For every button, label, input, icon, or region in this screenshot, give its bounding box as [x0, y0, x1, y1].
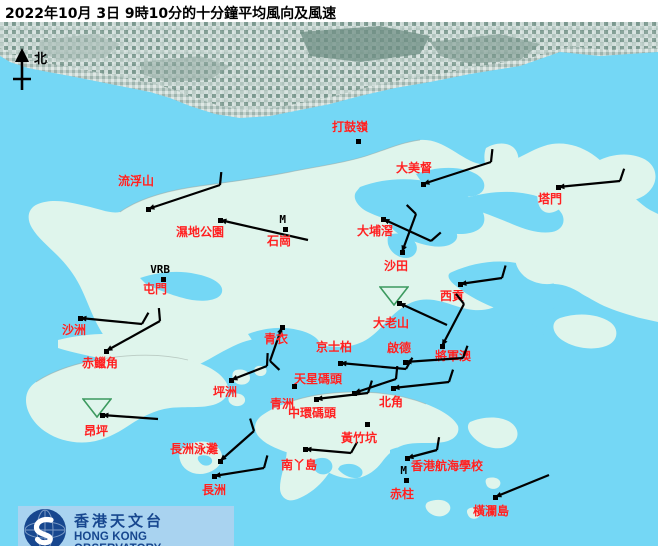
hko-logo: 香港天文台 HONG KONG OBSERVATORY — [18, 506, 234, 546]
station-label: 香港航海學校 — [411, 459, 484, 473]
station-status-flag: VRB — [150, 263, 171, 276]
station-label: 南丫島 — [281, 458, 318, 472]
station-status-flag: M — [279, 213, 287, 226]
logo-name-cn: 香港天文台 — [74, 512, 165, 530]
title-bar: 2022年10月 3日 9時10分的十分鐘平均風向及風速 — [0, 0, 658, 22]
station-dot — [400, 250, 405, 255]
station-dot — [405, 456, 410, 461]
station-dot — [100, 413, 105, 418]
station-dot — [146, 207, 151, 212]
page-title: 2022年10月 3日 9時10分的十分鐘平均風向及風速 — [5, 6, 337, 22]
station-dot — [458, 282, 463, 287]
wind-barb-icon — [404, 345, 469, 365]
station-label: 大美督 — [396, 161, 433, 175]
station-dot — [365, 422, 370, 427]
wind-barb-icon — [79, 312, 150, 326]
logo-name-en: HONG KONG OBSERVATORY — [74, 531, 161, 546]
wind-barb-icon — [459, 265, 507, 286]
station-label: 沙洲 — [62, 323, 87, 337]
gale-triangle-icon — [82, 398, 112, 418]
station-dot — [381, 217, 386, 222]
station-dot — [314, 397, 319, 402]
station-dot — [303, 447, 308, 452]
station-status-flag: M — [400, 464, 408, 477]
station-label: 屯門 — [143, 282, 168, 296]
station-label: 流浮山 — [118, 174, 155, 188]
station-dot — [356, 139, 361, 144]
station-dot — [78, 316, 83, 321]
station-label: 京士柏 — [316, 340, 353, 354]
station-label: 赤鱲角 — [82, 356, 119, 370]
north-arrow: 北 — [6, 46, 66, 94]
station-label: 長洲泳灘 — [170, 442, 219, 456]
map-basemap — [0, 22, 658, 546]
station-label: 長洲 — [202, 483, 227, 497]
station-label: 打鼓嶺 — [332, 120, 369, 134]
hko-emblem-icon — [24, 509, 66, 546]
station-dot — [421, 182, 426, 187]
station-label: 大老山 — [373, 316, 410, 330]
station-label: 石崗 — [267, 234, 292, 248]
station-label: 橫瀾島 — [473, 504, 510, 518]
station-label: 赤柱 — [390, 487, 415, 501]
station-label: 北角 — [379, 395, 404, 409]
map-canvas: 北 打鼓嶺 流浮山 濕地公園 M 石崗 大美督 塔門 大埔滘 沙田 VRB 屯門 沙洲 赤鱲角 昂坪 坪洲青… — [0, 22, 658, 546]
station-dot — [212, 474, 217, 479]
station-dot — [280, 325, 285, 330]
station-dot — [161, 277, 166, 282]
station-label: 中環碼頭 — [288, 406, 337, 420]
station-label: 青洲 — [270, 397, 295, 411]
station-dot — [229, 378, 234, 383]
station-dot — [391, 386, 396, 391]
station-label: 沙田 — [384, 259, 409, 273]
station-dot — [292, 384, 297, 389]
station-label: 坪洲 — [213, 385, 238, 399]
station-dot — [493, 495, 498, 500]
station-label: 黃竹坑 — [341, 431, 378, 445]
station-dot — [338, 361, 343, 366]
wind-barb-icon — [268, 326, 284, 371]
station-dot — [218, 218, 223, 223]
gale-triangle-icon — [379, 286, 409, 306]
wind-barb-icon — [315, 380, 373, 402]
wind-barb-icon — [400, 204, 418, 253]
station-label: 啟德 — [387, 341, 412, 355]
wind-barb-icon — [557, 168, 626, 190]
station-label: 大埔滘 — [357, 224, 394, 238]
station-label: 西貢 — [440, 289, 465, 303]
station-dot — [403, 360, 408, 365]
station-dot — [283, 227, 288, 232]
station-dot — [104, 349, 109, 354]
station-dot — [556, 185, 561, 190]
wind-barb-icon — [304, 441, 359, 455]
station-label: 塔門 — [538, 192, 563, 206]
station-dot — [404, 478, 409, 483]
wind-barb-icon — [101, 412, 159, 421]
station-dot — [440, 344, 445, 349]
station-label: 濕地公園 — [176, 225, 225, 239]
station-dot — [218, 459, 223, 464]
station-dot — [397, 301, 402, 306]
north-label: 北 — [34, 52, 48, 67]
station-label: 青衣 — [264, 332, 289, 346]
north-arrow-icon — [13, 48, 31, 90]
station-label: 天星碼頭 — [294, 372, 343, 386]
station-label: 昂坪 — [84, 424, 109, 438]
wind-barb-icon — [392, 369, 455, 391]
